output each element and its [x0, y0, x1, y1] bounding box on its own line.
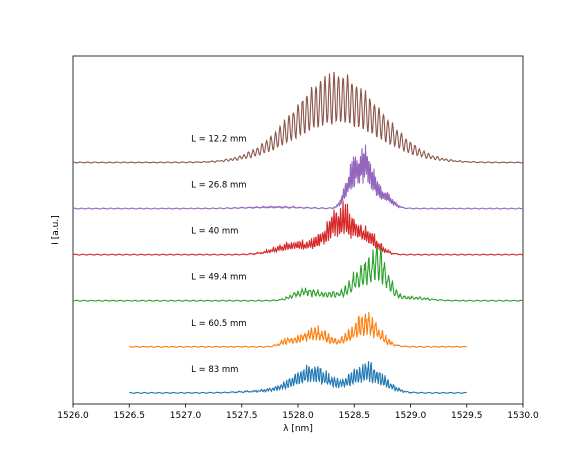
series-line [72, 200, 524, 256]
series-annotation: L = 49.4 mm [191, 273, 246, 283]
annotation-layer: L = 83 mm L = 60.5 mm L = 49.4 mm L = 40 mm… [191, 134, 246, 374]
x-axis: 1526.0 1526.5 1527.0 1527.5 1528.0 1528.5 1529… [57, 404, 539, 421]
x-tick-label: 1526.5 [114, 411, 146, 421]
x-axis-label: λ [nm] [283, 424, 313, 434]
series-annotation: L = 83 mm [191, 365, 238, 375]
series-line [72, 71, 524, 164]
x-tick-label: 1529.5 [451, 411, 483, 421]
series-line [73, 144, 524, 210]
series-line [129, 361, 467, 394]
x-tick-label: 1526.0 [57, 411, 89, 421]
series-annotation: L = 12.2 mm [191, 134, 246, 144]
series-annotation: L = 60.5 mm [191, 319, 246, 329]
x-tick-label: 1528.0 [282, 411, 314, 421]
x-tick-label: 1530.0 [507, 411, 539, 421]
x-tick-label: 1529.0 [395, 411, 427, 421]
series-annotation: L = 40 mm [191, 227, 238, 237]
series-line [72, 244, 524, 302]
x-tick-label: 1528.5 [339, 411, 371, 421]
y-axis-label: I [a.u.] [51, 215, 61, 244]
x-tick-label: 1527.5 [226, 411, 258, 421]
series-annotation: L = 26.8 mm [191, 181, 246, 191]
series-layer [72, 71, 524, 394]
series-line [129, 311, 467, 348]
x-tick-label: 1527.0 [170, 411, 202, 421]
